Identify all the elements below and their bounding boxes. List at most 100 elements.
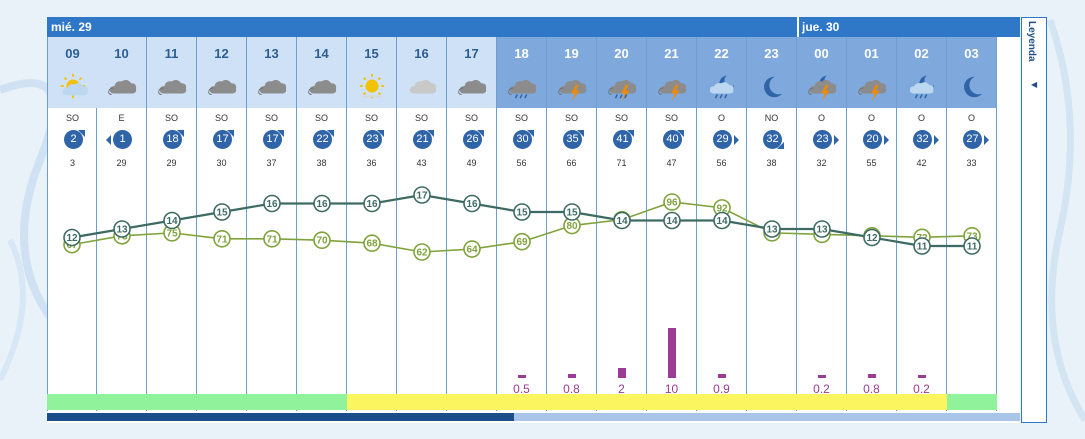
hour-label: 03: [964, 46, 979, 61]
hour-column: 16 SO 21 43: [397, 37, 447, 411]
hour-header-cell: [647, 37, 696, 108]
wind-arrow-icon: [934, 135, 939, 145]
wind-gust: 43: [416, 158, 427, 168]
wind-direction: SO: [65, 113, 79, 123]
hour-header-cell: [197, 37, 246, 108]
precipitation-value: 0.8: [863, 382, 880, 396]
wind-gust: 55: [866, 158, 877, 168]
scrollbar-thumb[interactable]: [47, 413, 514, 421]
wind-speed: 41: [597, 130, 646, 150]
wind-gust: 33: [966, 158, 977, 168]
hour-label: 02: [914, 46, 929, 61]
hour-label: 21: [664, 46, 679, 61]
wind-speed-value: 23: [813, 130, 832, 149]
hour-column: 13 SO 17 37: [247, 37, 297, 411]
precipitation-value: 0.2: [813, 382, 830, 396]
wind-direction: SO: [664, 113, 678, 123]
wind-arrow-icon: [527, 130, 534, 137]
cloudy-icon: [305, 73, 339, 101]
comfort-segment: [747, 394, 797, 410]
series-1-point-label: 15: [566, 208, 578, 219]
comfort-segment: [847, 394, 897, 410]
series-1-point-label: 14: [666, 216, 678, 227]
hour-column: 09 SO 2 3: [47, 37, 97, 411]
wind-arrow-icon: [277, 130, 284, 137]
wind-arrow-icon: [327, 130, 334, 137]
series-1-point: 11: [963, 237, 981, 255]
wind-gust: 38: [766, 158, 777, 168]
series-1-point: 16: [313, 194, 331, 213]
wind-gust: 42: [916, 158, 927, 168]
storm-rain-icon: [505, 73, 539, 101]
hour-column: 03 O 27 33: [947, 37, 997, 411]
hour-column: 11 SO 18 29: [147, 37, 197, 411]
precipitation-value: 0.9: [713, 382, 730, 396]
hour-label: 15: [364, 46, 379, 61]
wind-arrow-icon: [477, 130, 484, 137]
series-1-point: 16: [463, 194, 481, 213]
wind-gust: 47: [666, 158, 677, 168]
hour-label: 17: [464, 46, 479, 61]
wind-speed: 32: [897, 130, 946, 150]
day-separator: [797, 17, 799, 37]
hour-label: 16: [414, 46, 429, 61]
series-2-point-label: 68: [366, 239, 378, 250]
series-1-point: 15: [213, 203, 231, 221]
hour-label: 09: [65, 46, 80, 61]
comfort-segment: [947, 394, 997, 410]
wind-gust: 32: [816, 158, 827, 168]
comfort-segment: [647, 394, 697, 410]
series-1-point: 13: [763, 220, 781, 238]
wind-speed: 2: [48, 130, 97, 150]
thunderstorm-icon: [655, 73, 689, 101]
series-1-point-label: 11: [917, 242, 928, 253]
series-1-point: 14: [613, 211, 631, 230]
moon-icon: [955, 73, 989, 101]
hour-column: 23 NO 32 38: [747, 37, 797, 411]
series-2-point: 68: [363, 234, 381, 252]
wind-direction: SO: [364, 113, 378, 123]
temperature-humidity-chart: 6773757171706862646980849692727312131415…: [63, 186, 981, 261]
hour-column: 14 SO 22 38: [297, 37, 347, 411]
precipitation-bar: [518, 375, 526, 378]
series-2-point-label: 69: [516, 237, 528, 248]
hour-label: 20: [614, 46, 629, 61]
precipitation-bar: [918, 375, 926, 378]
comfort-segment: [397, 394, 447, 410]
comfort-segment: [797, 394, 847, 410]
wind-speed: 22: [297, 130, 346, 150]
cloudy-icon: [205, 73, 239, 101]
thunderstorm-rain-icon: [605, 73, 639, 101]
series-1-point: 14: [163, 211, 181, 230]
series-1-point-label: 15: [516, 208, 528, 219]
series-2-point: 71: [213, 229, 231, 248]
hour-label: 11: [164, 46, 179, 61]
comfort-strip: [47, 394, 1020, 410]
wind-arrow-icon: [834, 135, 839, 145]
series-1-point: 12: [863, 228, 881, 247]
hour-label: 14: [314, 46, 329, 61]
wind-speed: 29: [697, 130, 746, 150]
series-1-point: 11: [913, 237, 931, 255]
wind-speed: 35: [547, 130, 596, 150]
wind-speed: 40: [647, 130, 696, 150]
wind-arrow-icon: [577, 130, 584, 137]
series-2-point: 70: [313, 231, 331, 250]
series-2-point: 69: [513, 232, 531, 251]
hour-label: 12: [214, 46, 229, 61]
series-2-point-label: 96: [666, 198, 678, 209]
hour-label: 10: [114, 46, 129, 61]
wind-arrow-icon: [227, 130, 234, 137]
series-1-point-label: 14: [166, 216, 178, 227]
comfort-segment: [147, 394, 197, 410]
legend-panel[interactable]: Leyenda ◀: [1021, 17, 1047, 423]
comfort-segment: [597, 394, 647, 410]
series-1-point-label: 16: [316, 199, 328, 210]
wind-speed-value: 1: [113, 130, 132, 149]
horizontal-scrollbar[interactable]: [47, 413, 1020, 421]
precipitation-value: 0.8: [563, 382, 580, 396]
comfort-segment: [247, 394, 297, 410]
